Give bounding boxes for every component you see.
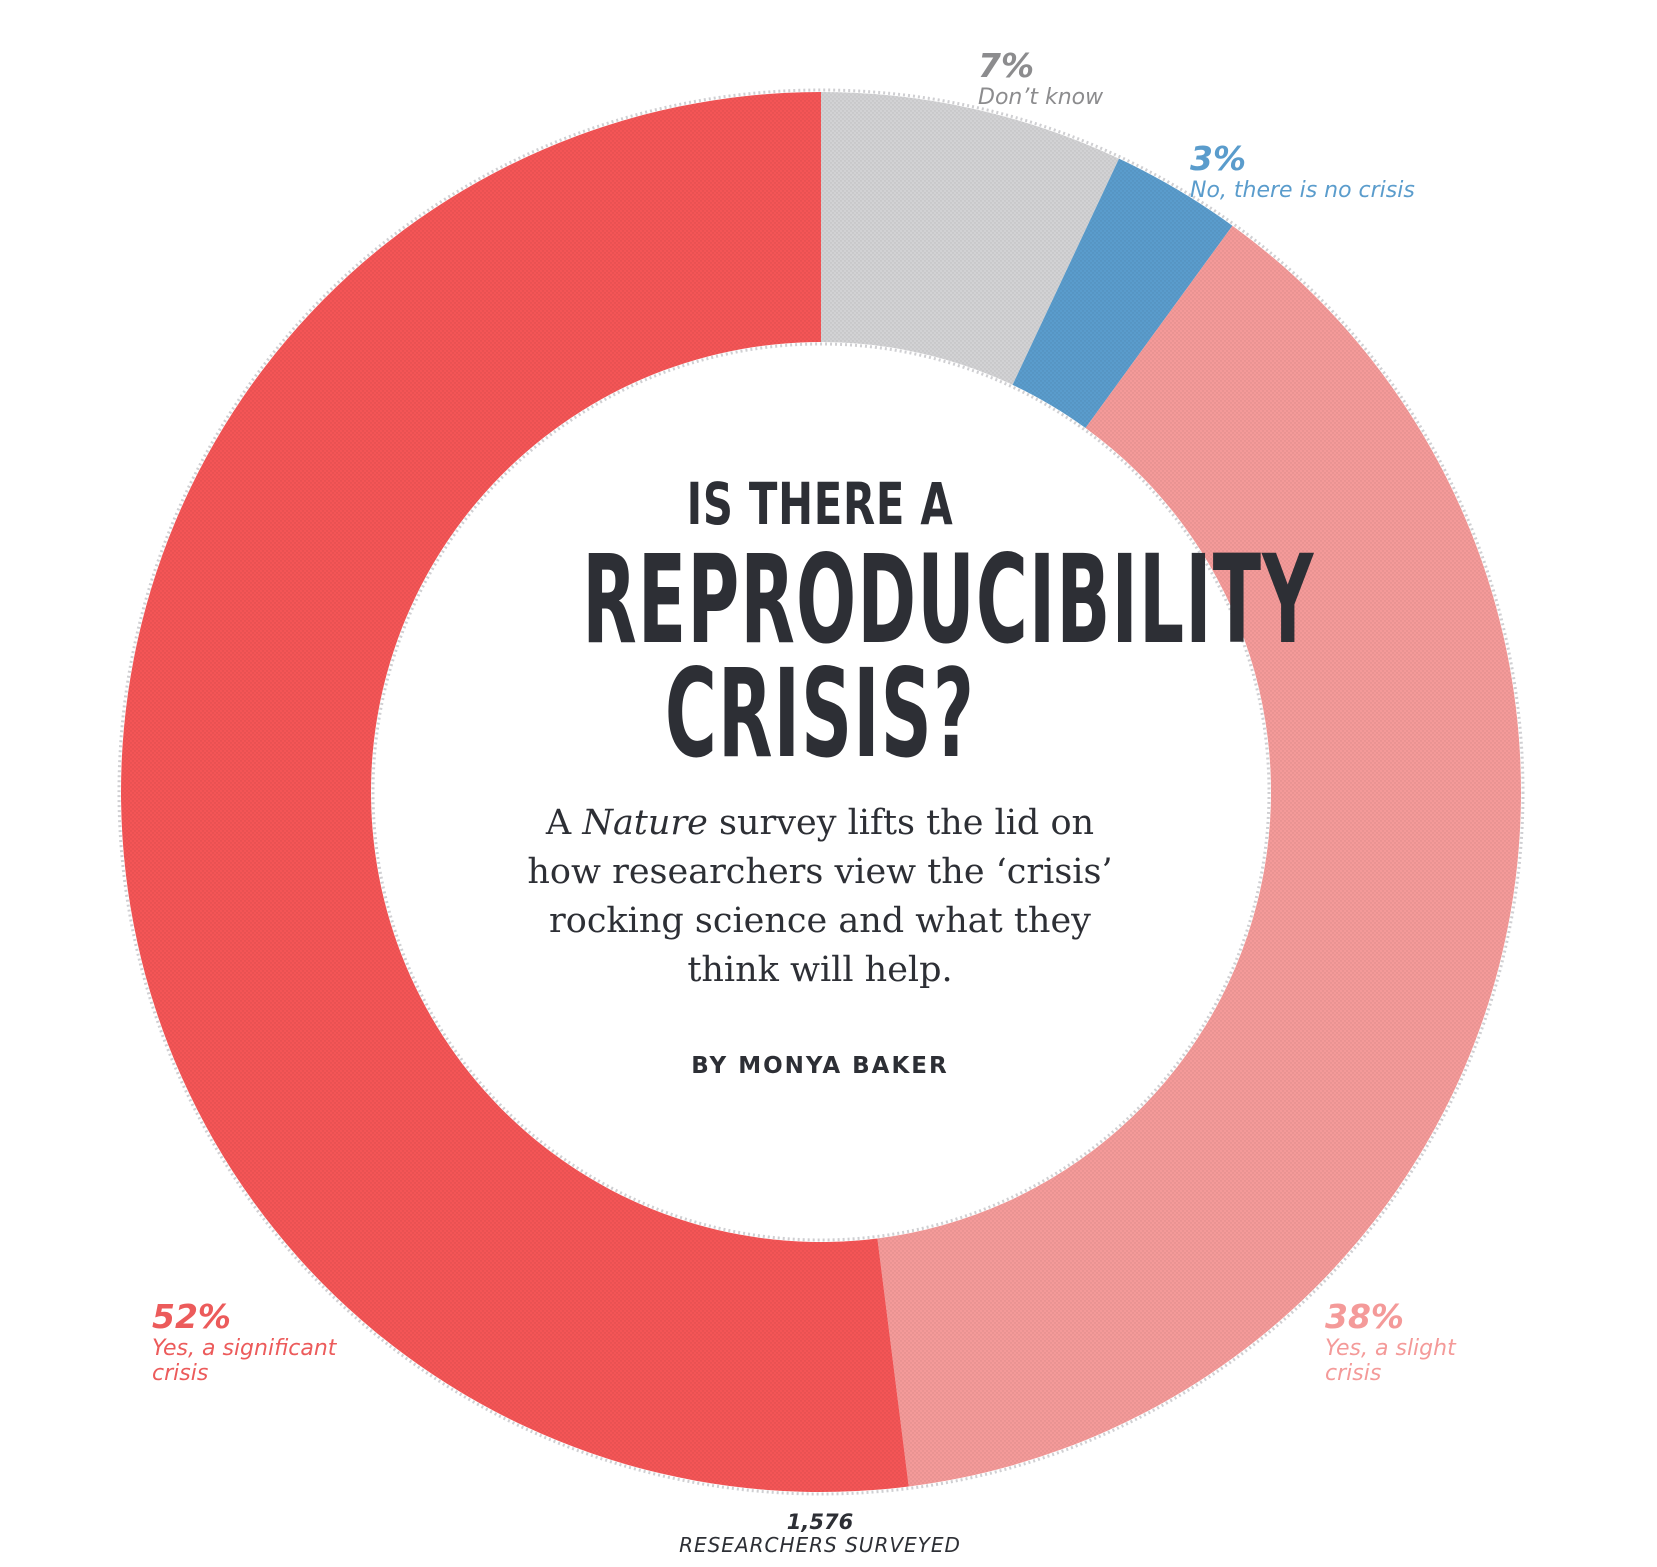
deck-before: A bbox=[545, 803, 583, 843]
headline-line-2: REPRODUCIBILITY bbox=[582, 529, 1315, 671]
label-dont-know: 7% Don’t know bbox=[978, 47, 1103, 110]
label-dont-know-pct: 7% bbox=[978, 46, 1035, 85]
slice-texture-yes-a-significant-crisis bbox=[121, 91, 909, 1492]
label-significant-crisis: 52% Yes, a significant crisis bbox=[152, 1298, 352, 1387]
byline: BY MONYA BAKER bbox=[691, 1053, 949, 1079]
deck-after: survey lifts the lid on how researchers … bbox=[527, 803, 1113, 990]
survey-total: 1,576 RESEARCHERS SURVEYED bbox=[630, 1510, 1010, 1557]
slice-texture-yes-a-slight-crisis bbox=[877, 225, 1521, 1487]
label-no-crisis-desc: No, there is no crisis bbox=[1190, 177, 1415, 203]
headline-line-1: IS THERE A bbox=[686, 470, 954, 538]
label-no-crisis-pct: 3% bbox=[1190, 139, 1247, 178]
label-significant-crisis-pct: 52% bbox=[152, 1297, 231, 1336]
donut-outer-halo bbox=[117, 88, 1525, 1496]
deck-italic: Nature bbox=[582, 803, 708, 843]
headline-line-3: CRISIS? bbox=[664, 643, 976, 785]
label-dont-know-desc: Don’t know bbox=[978, 84, 1104, 110]
deck-text: A Nature survey lifts the lid on how res… bbox=[515, 799, 1125, 995]
label-significant-crisis-desc: Yes, a significant crisis bbox=[152, 1335, 337, 1387]
survey-count: 1,576 bbox=[786, 1510, 854, 1534]
slice-texture-don-t-know bbox=[821, 92, 1120, 385]
label-slight-crisis-pct: 38% bbox=[1325, 1297, 1404, 1336]
survey-label: RESEARCHERS SURVEYED bbox=[679, 1533, 961, 1558]
label-no-crisis: 3% No, there is no crisis bbox=[1190, 140, 1415, 203]
donut-inner-halo bbox=[371, 342, 1271, 1242]
label-slight-crisis: 38% Yes, a slight crisis bbox=[1325, 1298, 1475, 1387]
slice-texture-no-there-is-no-crisis bbox=[1012, 158, 1233, 428]
label-slight-crisis-desc: Yes, a slight crisis bbox=[1325, 1335, 1456, 1387]
center-title-block: IS THERE A REPRODUCIBILITY CRISIS? A Nat… bbox=[410, 470, 1315, 1079]
